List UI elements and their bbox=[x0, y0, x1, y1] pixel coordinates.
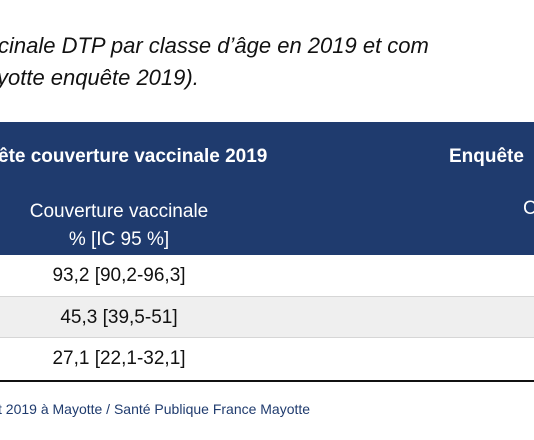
subheader-coverage-line-2: % [IC 95 %] bbox=[68, 229, 170, 250]
header-survey-other: Enquête bbox=[449, 146, 524, 167]
caption-line-1: cinale DTP par classe d’âge en 2019 et c… bbox=[0, 33, 429, 58]
table-row: 45,3 [39,5-51] bbox=[0, 296, 534, 338]
source-note: t 2019 à Mayotte / Santé Publique France… bbox=[0, 401, 311, 417]
table-row: 93,2 [90,2-96,3] bbox=[0, 255, 534, 296]
table-header bbox=[0, 122, 534, 255]
figure-caption: cinale DTP par classe d’âge en 2019 et c… bbox=[0, 30, 534, 94]
table-row: 27,1 [22,1-32,1] bbox=[0, 337, 534, 379]
coverage-cell: 27,1 [22,1-32,1] bbox=[52, 348, 186, 369]
coverage-cell: 93,2 [90,2-96,3] bbox=[52, 265, 186, 286]
caption-line-2: yotte enquête 2019). bbox=[0, 65, 199, 90]
subheader-coverage: Couverture vaccinale % [IC 95 %] bbox=[10, 198, 228, 254]
table-bottom-rule bbox=[0, 380, 534, 382]
coverage-cell: 45,3 [39,5-51] bbox=[60, 307, 178, 328]
subheader-coverage-line-1: Couverture vaccinale bbox=[29, 201, 209, 222]
subheader-right: C bbox=[523, 198, 534, 219]
header-survey-2019: ête couverture vaccinale 2019 bbox=[0, 146, 268, 167]
